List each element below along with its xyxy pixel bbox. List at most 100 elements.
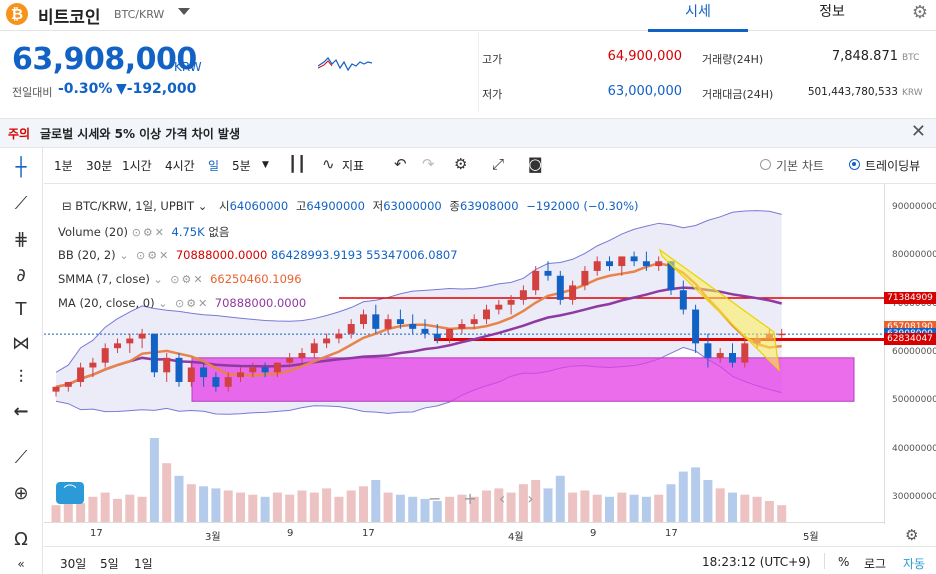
candle-body: [692, 309, 700, 344]
candle-body: [741, 343, 749, 363]
text-icon[interactable]: T: [15, 299, 27, 320]
range-1d[interactable]: 1일: [134, 557, 153, 571]
fullscreen-icon[interactable]: ⤢: [492, 155, 505, 173]
clock-time: 18:23:12 (UTC+9): [702, 555, 811, 569]
chevron-down-icon[interactable]: [178, 8, 190, 15]
interval-4h[interactable]: 4시간: [165, 159, 195, 173]
candle-body: [642, 261, 650, 267]
indicator-buttons[interactable]: ⊙⚙✕: [131, 226, 172, 239]
scroll-right-icon[interactable]: ›: [527, 489, 556, 508]
x-label: 17: [362, 528, 375, 539]
volume-bar: [211, 488, 221, 522]
gear-icon[interactable]: ⚙: [911, 2, 928, 23]
volume-bar: [359, 486, 368, 522]
pattern-icon[interactable]: ⋈: [12, 333, 30, 354]
brush-icon[interactable]: ∂: [16, 265, 26, 286]
notice-text: 글로벌 시세와 5% 이상 가격 차이 발생: [40, 127, 241, 141]
volume-bar: [125, 494, 135, 522]
log-toggle[interactable]: 로그: [864, 557, 887, 571]
legend-high-label: 고: [295, 199, 307, 213]
candle-type-icon[interactable]: ┃┃: [288, 155, 307, 173]
legend-low-label: 저: [372, 199, 384, 213]
interval-30m[interactable]: 30분: [86, 159, 113, 173]
volume-bar: [482, 490, 491, 522]
legend-bb[interactable]: BB (20, 2) ⌄ ⊙⚙✕ 70888000.0000 86428993.…: [58, 248, 458, 262]
indicator-buttons[interactable]: ⌄ ⊙⚙✕: [153, 273, 211, 286]
tab-price[interactable]: 시세: [648, 2, 748, 32]
axis-settings-icon[interactable]: ⚙: [905, 526, 919, 544]
amount-value: 501,443,780,533: [807, 86, 898, 98]
range-30d[interactable]: 30일: [60, 557, 87, 571]
collapse-icon[interactable]: «: [17, 557, 25, 571]
coin-name[interactable]: 비트코인: [38, 8, 101, 28]
basic-chart-radio[interactable]: [760, 159, 771, 170]
range-5d[interactable]: 5일: [100, 557, 119, 571]
auto-toggle[interactable]: 자동: [903, 557, 926, 571]
back-arrow-icon[interactable]: ←: [13, 401, 29, 422]
price-chart[interactable]: [44, 184, 884, 524]
close-icon[interactable]: ✕: [910, 121, 926, 142]
indicator-icon[interactable]: ∿: [322, 155, 335, 173]
volume-bar: [174, 475, 184, 522]
volume-bar: [186, 484, 196, 522]
candle-body: [532, 270, 540, 291]
chevron-down-icon[interactable]: ⌄: [197, 199, 212, 213]
candle-body: [729, 353, 736, 363]
chevron-down-icon[interactable]: ▼: [262, 160, 269, 170]
x-label: 17: [665, 528, 678, 539]
legend-smma[interactable]: SMMA (7, close) ⌄ ⊙⚙✕ 66250460.1096: [58, 272, 302, 286]
volume-bar: [777, 505, 787, 522]
scroll-left-icon[interactable]: ‹: [498, 489, 528, 508]
trendline-icon[interactable]: ⟋: [14, 193, 28, 214]
y-axis-label: 90000000: [892, 202, 936, 213]
legend-ma[interactable]: MA (20, close, 0) ⌄ ⊙⚙✕ 70888000.0000: [58, 296, 306, 310]
volume-bar: [260, 496, 270, 522]
measure-lines-icon[interactable]: ⫶: [18, 367, 24, 388]
collapse-legend-icon[interactable]: ⊟: [62, 199, 76, 213]
drawing-toolbar: ┼ ⟋ ⋕ ∂ T ⋈ ⫶ ← ⟋ ⊕ Ω «: [0, 147, 43, 574]
volume-bar: [432, 501, 442, 522]
indicator-buttons[interactable]: ⌄ ⊙⚙✕: [158, 297, 215, 310]
legend-low: 63000000: [383, 199, 442, 213]
magnet-icon[interactable]: Ω: [14, 529, 28, 550]
interval-5m[interactable]: 5분: [232, 159, 251, 173]
chart-toolbar: 1분 30분 1시간 4시간 일 5분 ▼ ┃┃ ∿ 지표 ↶ ↷ ⚙ ⤢ ◙ …: [44, 147, 936, 184]
candle-body: [187, 367, 195, 382]
fib-icon[interactable]: ⋕: [13, 229, 29, 250]
tradingview-label[interactable]: 트레이딩뷰: [865, 159, 921, 173]
volume-bar: [629, 494, 639, 522]
ruler-icon[interactable]: ⟋: [14, 447, 28, 468]
zoom-in-icon[interactable]: ⊕: [13, 483, 29, 504]
current-price: 63,908,000: [12, 42, 197, 77]
undo-icon[interactable]: ↶: [394, 155, 407, 173]
legend-volume[interactable]: Volume (20) ⊙⚙✕ 4.75K 없음: [58, 224, 229, 240]
settings-icon[interactable]: ⚙: [454, 155, 468, 173]
indicator-buttons[interactable]: ⌄ ⊙⚙✕: [119, 249, 176, 262]
candle-body: [360, 314, 367, 325]
interval-1h[interactable]: 1시간: [122, 159, 152, 173]
volume-indicator-label: Volume (20): [58, 225, 129, 239]
percent-toggle[interactable]: %: [838, 555, 850, 569]
redo-icon[interactable]: ↷: [422, 155, 435, 173]
tradingview-logo-icon[interactable]: ⌒: [56, 482, 84, 504]
high-value: 64,900,000: [607, 49, 682, 64]
candle-body: [778, 333, 786, 336]
camera-icon[interactable]: ◙: [528, 155, 543, 173]
price-tag: 62834047: [884, 333, 936, 346]
basic-chart-label[interactable]: 기본 차트: [776, 159, 824, 173]
tab-info[interactable]: 정보: [819, 4, 845, 20]
crosshair-icon[interactable]: ┼: [15, 157, 27, 178]
y-axis-label: 80000000: [892, 250, 936, 261]
interval-1d[interactable]: 일: [208, 159, 220, 173]
zoom-out-icon[interactable]: −: [428, 489, 464, 508]
indicator-button[interactable]: 지표: [342, 159, 365, 173]
tradingview-radio[interactable]: [849, 159, 860, 170]
zoom-in-icon[interactable]: +: [463, 489, 499, 508]
candle-body: [224, 377, 232, 387]
mini-sparkline: [318, 57, 372, 72]
candle-body: [323, 338, 331, 344]
interval-1m[interactable]: 1분: [54, 159, 73, 173]
candle-body: [716, 353, 724, 358]
smma-label: SMMA (7, close): [58, 272, 150, 286]
bb-upper: 70888000.0000: [175, 248, 268, 262]
